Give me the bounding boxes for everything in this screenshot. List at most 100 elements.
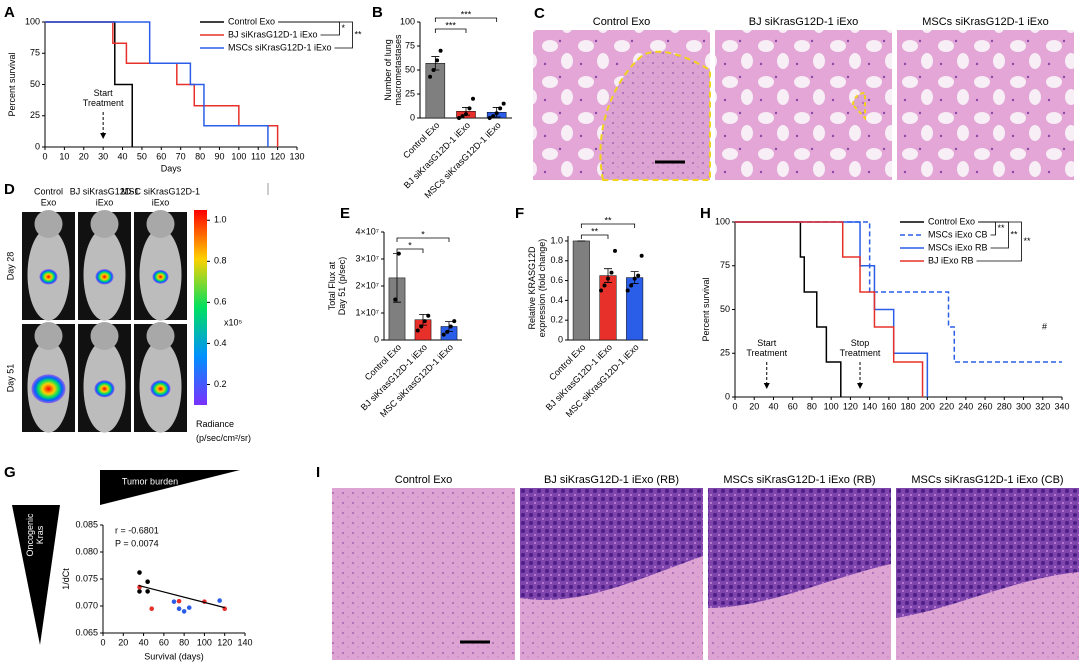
panel-label: I	[316, 464, 320, 481]
row-header: Day 28	[5, 252, 15, 281]
y-tick-label: 0.4	[550, 295, 563, 305]
data-point	[438, 48, 443, 53]
annotation: Start Treatment	[83, 88, 124, 108]
data-point	[217, 598, 222, 603]
tumor-region	[599, 50, 711, 181]
significance-label: **	[591, 226, 599, 236]
survival-curve	[45, 21, 279, 147]
y-tick-label: 100	[25, 16, 40, 26]
data-point	[445, 329, 450, 334]
data-point	[606, 276, 610, 281]
x-tick-label: 90	[214, 151, 224, 161]
y-tick-label: 25	[30, 110, 40, 120]
signal	[94, 380, 115, 398]
mouse-head	[34, 322, 63, 350]
gradient-triangle	[12, 505, 60, 645]
x-tick-label: 0	[732, 401, 737, 411]
data-point	[632, 276, 637, 281]
legend-label: BJ iExo RB	[928, 255, 974, 265]
legend-label: MSCs iExo RB	[928, 242, 988, 252]
mouse-head	[34, 210, 63, 238]
mouse-head	[146, 210, 175, 238]
x-tick-label: 70	[176, 151, 186, 161]
x-tick-label: 110	[251, 151, 265, 161]
y-axis-label: Total Flux atDay 51 (p/sec)	[327, 257, 347, 316]
data-point	[181, 609, 187, 614]
y-tick-label: 2×10⁷	[355, 280, 379, 290]
x-tick-label: 60	[788, 401, 798, 411]
x-axis-label: Survival (days)	[144, 651, 204, 661]
data-point	[498, 106, 503, 111]
significance-label: **	[998, 223, 1006, 233]
y-tick-label: 0.075	[75, 573, 98, 583]
dense-region	[896, 488, 1079, 618]
y-tick-label: 0.2	[550, 315, 563, 325]
data-point	[460, 114, 465, 119]
significance-label: **	[1024, 236, 1032, 246]
mouse-head	[90, 322, 119, 350]
significance-bracket	[434, 28, 467, 33]
y-tick-label: 3×10⁷	[355, 253, 379, 263]
bar	[425, 63, 446, 119]
data-point	[491, 114, 496, 119]
signal	[39, 269, 58, 285]
bar	[599, 275, 617, 341]
data-point	[464, 112, 468, 117]
significance-label: **	[1011, 229, 1019, 239]
annotation: Stop Treatment	[840, 338, 881, 358]
significance-label: *	[421, 229, 425, 239]
significance-bracket	[976, 221, 1022, 262]
data-point	[419, 324, 424, 329]
legend-label: MSCs iExo CB	[928, 229, 988, 239]
panel-label: E	[340, 205, 350, 222]
signal	[31, 374, 66, 404]
data-point	[426, 313, 431, 318]
stat-annotation: P = 0.0074	[115, 538, 159, 548]
x-tick-label: 100	[824, 401, 839, 411]
data-point	[609, 270, 614, 275]
y-tick-label: 50	[405, 64, 415, 74]
image-title: Control Exo	[395, 474, 452, 486]
survival-curve	[735, 221, 842, 397]
y-tick-label: 25	[405, 88, 415, 98]
data-point	[176, 606, 182, 611]
y-tick-label: 0	[558, 334, 563, 344]
y-tick-label: 0.085	[75, 519, 98, 529]
panel-label: H	[700, 205, 711, 222]
survival-curve	[45, 21, 269, 147]
image-title: Control Exo	[593, 16, 650, 28]
significance-bracket	[278, 21, 353, 49]
data-point	[471, 96, 475, 101]
x-tick-label: 80	[195, 151, 205, 161]
micrograph	[332, 488, 515, 660]
data-point	[396, 251, 401, 256]
x-tick-label: 40	[139, 637, 149, 647]
image-title: MSCs siKrasG12D-1 iExo (CB)	[911, 474, 1063, 486]
y-tick-label: 0.080	[75, 546, 98, 556]
y-tick-label: 0	[410, 112, 415, 122]
image-title: MSCs siKrasG12D-1 iExo	[922, 16, 1049, 28]
x-tick-label: 160	[881, 401, 896, 411]
data-point	[145, 579, 150, 584]
colorbar-label: Radiance (p/sec/cm²/sr)	[196, 419, 251, 443]
x-tick-label: 180	[901, 401, 916, 411]
x-tick-label: 120	[217, 637, 232, 647]
data-point	[494, 111, 499, 116]
y-axis-label: Percent survival	[701, 277, 711, 341]
x-tick-label: 140	[862, 401, 877, 411]
gradient-label: Tumor burden	[122, 476, 178, 486]
arrow-head	[100, 133, 107, 139]
y-tick-label: 75	[720, 260, 730, 270]
x-tick-label: 120	[270, 151, 285, 161]
micrograph	[897, 30, 1074, 180]
signal	[152, 270, 169, 284]
significance-bracket	[580, 234, 609, 239]
x-tick-label: 20	[749, 401, 759, 411]
significance-label: ***	[461, 9, 472, 19]
colorbar-tick-label: 0.2	[214, 379, 227, 389]
x-tick-label: 10	[59, 151, 69, 161]
x-tick-label: 260	[978, 401, 993, 411]
x-tick-label: 30	[98, 151, 108, 161]
y-tick-label: 50	[30, 79, 40, 89]
x-tick-label: 340	[1054, 401, 1069, 411]
